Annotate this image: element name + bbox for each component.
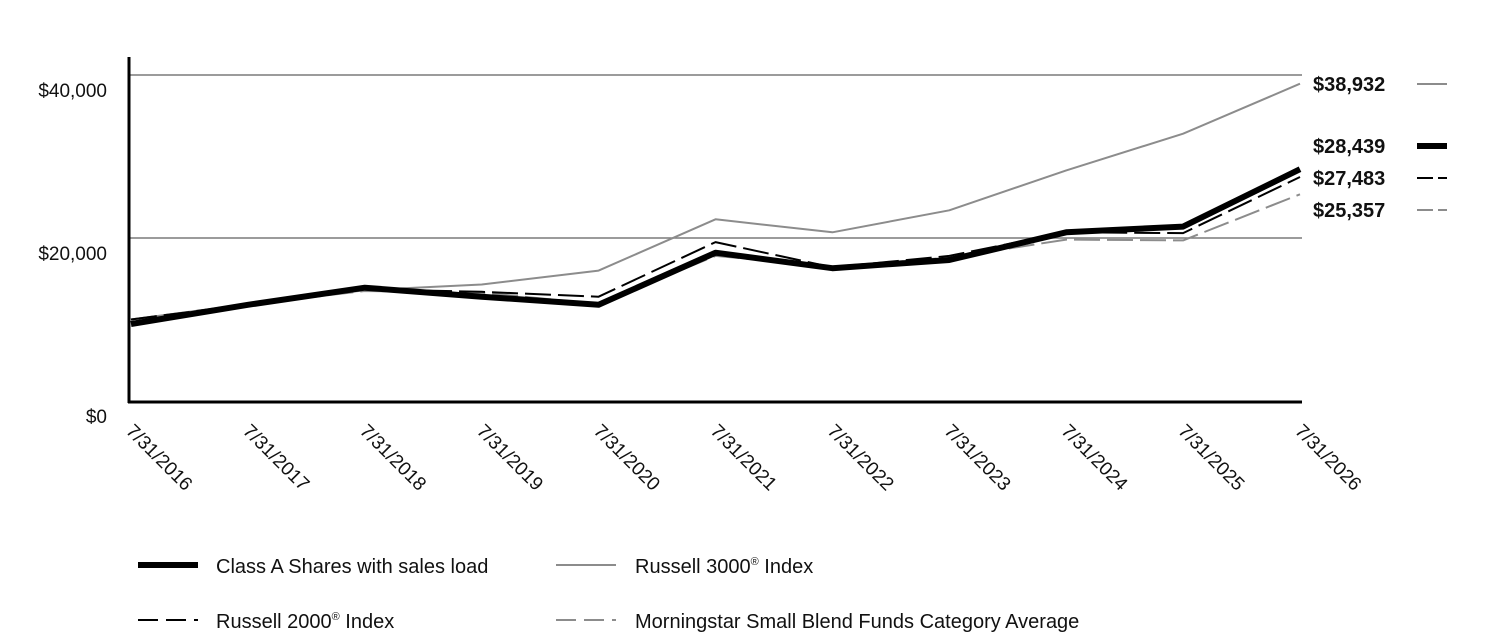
x-tick-label: 7/31/2025: [1174, 421, 1249, 496]
x-tick-label: 7/31/2019: [472, 421, 547, 496]
y-axis-ticks: $0 $20,000 $40,000: [38, 81, 107, 428]
legend: Class A Shares with sales load Russell 30…: [138, 556, 1079, 633]
legend-label: Morningstar Small Blend Funds Category A…: [635, 611, 1079, 633]
end-value-label: $38,932: [1313, 74, 1385, 96]
x-tick-label: 7/31/2018: [355, 421, 430, 496]
y-tick-label: $40,000: [38, 81, 107, 102]
x-tick-label: 7/31/2021: [706, 421, 781, 496]
end-value-label: $25,357: [1313, 200, 1385, 222]
series-line-1: [130, 82, 1301, 321]
x-tick-label: 7/31/2023: [940, 421, 1015, 496]
x-tick-label: 7/31/2020: [589, 421, 664, 496]
end-value-label: $27,483: [1313, 168, 1385, 190]
x-tick-label: 7/31/2026: [1290, 421, 1365, 496]
end-value-label: $28,439: [1313, 136, 1385, 158]
x-tick-label: 7/31/2017: [238, 421, 313, 496]
legend-label: Class A Shares with sales load: [216, 556, 488, 578]
gridlines: [129, 74, 1302, 239]
legend-label: Russell 2000® Index: [216, 611, 394, 633]
x-axis-ticks: 7/31/2016 7/31/2017 7/31/2018 7/31/2019 7/31…: [121, 421, 1365, 496]
end-value-labels: $38,932 $28,439 $27,483 $25,357: [1313, 74, 1447, 222]
axes: [127, 57, 1302, 404]
series-line-0: [130, 166, 1302, 327]
legend-label: Russell 3000® Index: [635, 556, 813, 578]
x-tick-label: 7/31/2016: [121, 421, 196, 496]
series-line-3: [130, 193, 1301, 321]
y-tick-label: $0: [86, 407, 107, 428]
x-tick-label: 7/31/2022: [823, 421, 898, 496]
x-tick-label: 7/31/2024: [1057, 421, 1132, 496]
y-tick-label: $20,000: [38, 244, 107, 265]
series-lines: [130, 82, 1302, 327]
